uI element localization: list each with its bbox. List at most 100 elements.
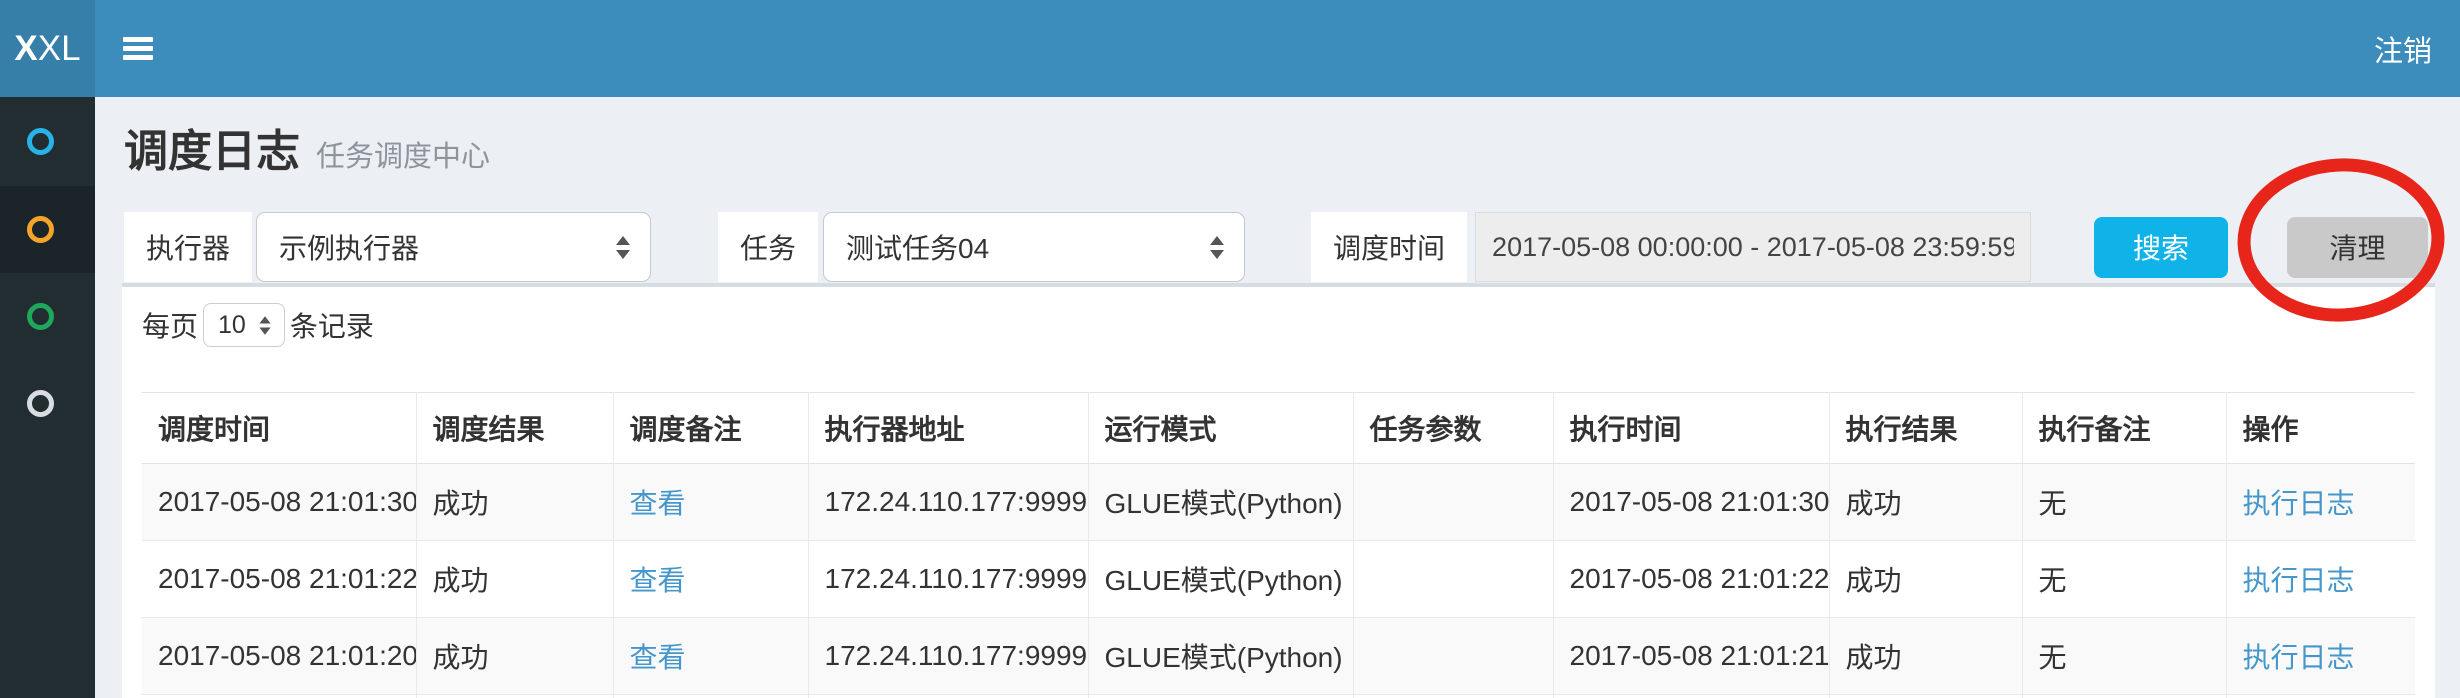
main-content: 调度日志 任务调度中心 执行器 示例执行器 任务 测试任务04 调度时间 搜索 … — [95, 97, 2460, 698]
table-cell: 2017-05-08 21:01:20 — [142, 617, 416, 695]
job-select-value: 测试任务04 — [846, 233, 990, 264]
table-cell: 2017-05-08 21:01:22 — [142, 540, 416, 618]
table-cell: 成功 — [1828, 617, 2022, 695]
page-size-select[interactable]: 10 — [203, 303, 285, 347]
execution-log-link[interactable]: 执行日志 — [2242, 488, 2355, 519]
search-button[interactable]: 搜索 — [2094, 216, 2229, 278]
table-cell: 成功 — [415, 540, 613, 618]
circle-ring-icon — [27, 390, 54, 417]
table-cell: 查看 — [612, 463, 808, 541]
executor-select-value: 示例执行器 — [279, 233, 420, 264]
view-remark-link[interactable]: 查看 — [629, 488, 686, 519]
column-header: 执行时间 — [1552, 392, 1829, 464]
top-navbar: X XL 注销 — [0, 0, 2460, 97]
table-cell — [1352, 463, 1553, 541]
table-cell: 2017-05-08 21:01:30 — [142, 463, 416, 541]
table-cell — [142, 694, 416, 698]
executor-label: 执行器 — [124, 212, 253, 282]
table-cell: 无 — [2021, 540, 2226, 618]
table-cell: 2017-05-08 21:01:22 — [1552, 540, 1829, 618]
page-size-prefix: 每页 — [142, 311, 199, 342]
select-arrows-icon — [616, 235, 631, 259]
table-cell — [612, 694, 808, 698]
circle-ring-icon — [27, 128, 54, 155]
column-header: 任务参数 — [1352, 392, 1553, 464]
table-cell: GLUE模式(Python) — [1087, 540, 1353, 618]
column-header: 执行结果 — [1828, 392, 2022, 464]
table-row: 2017-05-08 21:01:22 成功 查看 172.24.110.177:99… — [142, 540, 2415, 618]
table-cell: 查看 — [612, 617, 808, 695]
page-size-control: 每页 10 条记录 — [142, 303, 2415, 347]
sidebar-item-2[interactable] — [0, 186, 95, 273]
table-cell: 172.24.110.177:9999 — [807, 617, 1088, 695]
table-row: 2017-05-08 21:01:30 成功 查看 172.24.110.177:99… — [142, 463, 2415, 541]
sidebar-item-3[interactable] — [0, 273, 95, 360]
table-cell: 2017-05-08 21:01:21 — [1552, 617, 1829, 695]
table-cell: 成功 — [1828, 540, 2022, 618]
logo-text: XL — [37, 28, 81, 68]
column-header: 调度备注 — [612, 392, 808, 464]
sidebar-item-4[interactable] — [0, 360, 95, 447]
table-cell: 无 — [2021, 463, 2226, 541]
clean-button[interactable]: 清理 — [2287, 216, 2429, 278]
table-cell — [1828, 694, 2022, 698]
log-panel: 每页 10 条记录 调度时间 调度结果 调度备注 执行器地址 运行模式 任务参数 执行时间执… — [122, 283, 2435, 698]
table-cell: GLUE模式(Python) — [1087, 463, 1353, 541]
column-header: 调度时间 — [142, 392, 416, 464]
table-row-partial — [142, 694, 2415, 698]
logout-link[interactable]: 注销 — [2373, 35, 2432, 68]
filter-bar: 执行器 示例执行器 任务 测试任务04 调度时间 搜索 清理 — [124, 212, 2429, 282]
sidebar-menu — [0, 97, 95, 698]
column-header: 执行器地址 — [807, 392, 1088, 464]
circle-ring-icon — [27, 216, 54, 243]
column-header: 执行备注 — [2021, 392, 2226, 464]
column-header: 运行模式 — [1087, 392, 1353, 464]
table-cell: 172.24.110.177:9999 — [807, 540, 1088, 618]
app-logo: X XL — [0, 0, 95, 97]
table-cell — [2021, 694, 2226, 698]
page-title-text: 调度日志 — [124, 127, 300, 176]
table-cell: 2017-05-08 21:01:30 — [1552, 463, 1829, 541]
table-cell: 执行日志 — [2225, 463, 2415, 541]
table-cell — [415, 694, 613, 698]
executor-select[interactable]: 示例执行器 — [256, 212, 652, 282]
table-cell — [1087, 694, 1353, 698]
select-arrows-icon — [259, 315, 271, 335]
dispatch-log-table: 调度时间 调度结果 调度备注 执行器地址 运行模式 任务参数 执行时间 执行结果 执行备注 操作 … — [142, 392, 2415, 698]
time-range-label: 调度时间 — [1311, 212, 1468, 282]
table-cell — [807, 694, 1088, 698]
table-cell: 执行日志 — [2225, 617, 2415, 695]
table-cell: 无 — [2021, 617, 2226, 695]
column-header: 操作 — [2225, 392, 2415, 464]
sidebar-item-1[interactable] — [0, 97, 95, 186]
time-range-input[interactable] — [1475, 212, 2032, 282]
table-cell — [1352, 617, 1553, 695]
table-header-row: 调度时间 调度结果 调度备注 执行器地址 运行模式 任务参数 执行时间 执行结果 执行备注 操作 — [142, 392, 2415, 464]
table-cell — [2225, 694, 2415, 698]
table-cell: 成功 — [1828, 463, 2022, 541]
view-remark-link[interactable]: 查看 — [629, 642, 686, 673]
job-select[interactable]: 测试任务04 — [823, 212, 1246, 282]
page-subtitle: 任务调度中心 — [316, 141, 491, 173]
table-cell: 执行日志 — [2225, 540, 2415, 618]
circle-ring-icon — [27, 303, 54, 330]
job-label: 任务 — [718, 212, 819, 282]
table-cell — [1552, 694, 1829, 698]
table-cell: 172.24.110.177:9999 — [807, 463, 1088, 541]
page-title: 调度日志 任务调度中心 — [124, 115, 490, 179]
page-size-value: 10 — [218, 310, 246, 339]
page-size-suffix: 条记录 — [289, 311, 374, 342]
table-cell: 成功 — [415, 463, 613, 541]
table-row: 2017-05-08 21:01:20 成功 查看 172.24.110.177:99… — [142, 617, 2415, 695]
table-cell: 成功 — [415, 617, 613, 695]
execution-log-link[interactable]: 执行日志 — [2242, 565, 2355, 596]
view-remark-link[interactable]: 查看 — [629, 565, 686, 596]
execution-log-link[interactable]: 执行日志 — [2242, 642, 2355, 673]
table-cell — [1352, 540, 1553, 618]
column-header: 调度结果 — [415, 392, 613, 464]
select-arrows-icon — [1210, 235, 1225, 259]
table-cell: GLUE模式(Python) — [1087, 617, 1353, 695]
sidebar-toggle-icon[interactable] — [123, 37, 153, 60]
logo-text-bold: X — [14, 28, 38, 68]
table-cell — [1352, 694, 1553, 698]
